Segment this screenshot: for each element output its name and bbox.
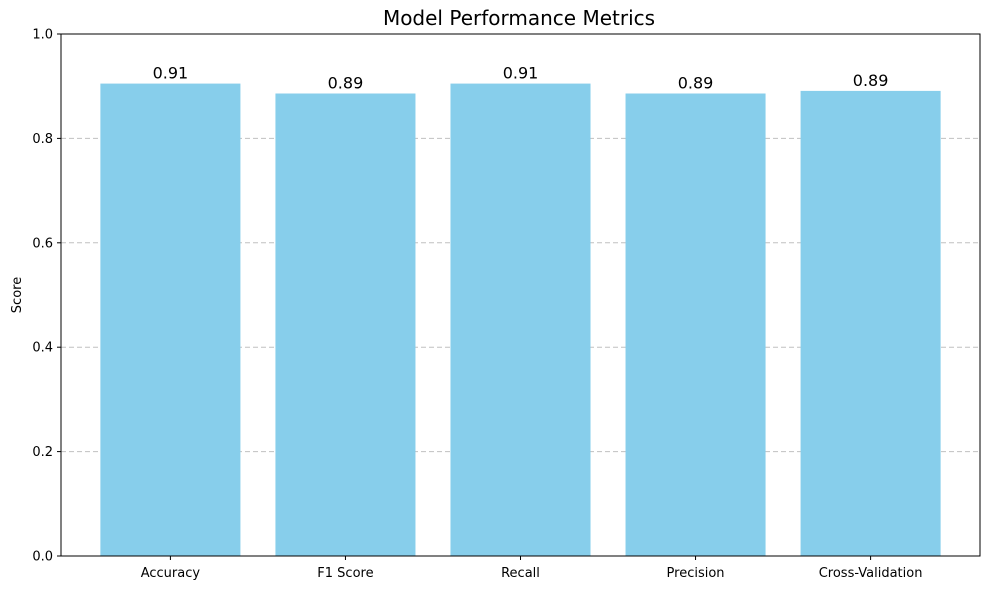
bar xyxy=(800,90,941,556)
y-tick-label: 0.0 xyxy=(32,550,53,565)
bars xyxy=(100,83,941,557)
x-tick-label: Precision xyxy=(667,566,725,581)
bar xyxy=(100,83,241,556)
y-tick-label: 0.4 xyxy=(32,341,53,356)
x-tick-label: Accuracy xyxy=(141,566,201,581)
bar xyxy=(450,83,591,556)
data-label: 0.89 xyxy=(328,74,364,93)
y-tick-label: 1.0 xyxy=(32,28,53,43)
data-label: 0.89 xyxy=(853,71,889,90)
y-tick-label: 0.6 xyxy=(32,236,53,251)
y-tick-label: 0.8 xyxy=(32,132,53,147)
y-tick-label: 0.2 xyxy=(32,445,53,460)
bar xyxy=(625,93,766,557)
data-labels: 0.91 0.89 0.91 0.89 0.89 xyxy=(153,64,889,93)
axes: Accuracy F1 Score Recall Precision Cross-Val… xyxy=(32,28,981,581)
y-axis-label: Score xyxy=(10,277,25,313)
data-label: 0.91 xyxy=(503,64,539,83)
data-label: 0.91 xyxy=(153,64,189,83)
x-tick-label: F1 Score xyxy=(317,566,373,581)
x-tick-label: Cross-Validation xyxy=(819,566,923,581)
x-tick-label: Recall xyxy=(501,566,540,581)
chart-title: Model Performance Metrics xyxy=(383,6,655,30)
bar xyxy=(275,93,416,557)
plot-frame xyxy=(60,33,981,557)
data-label: 0.89 xyxy=(678,74,714,93)
